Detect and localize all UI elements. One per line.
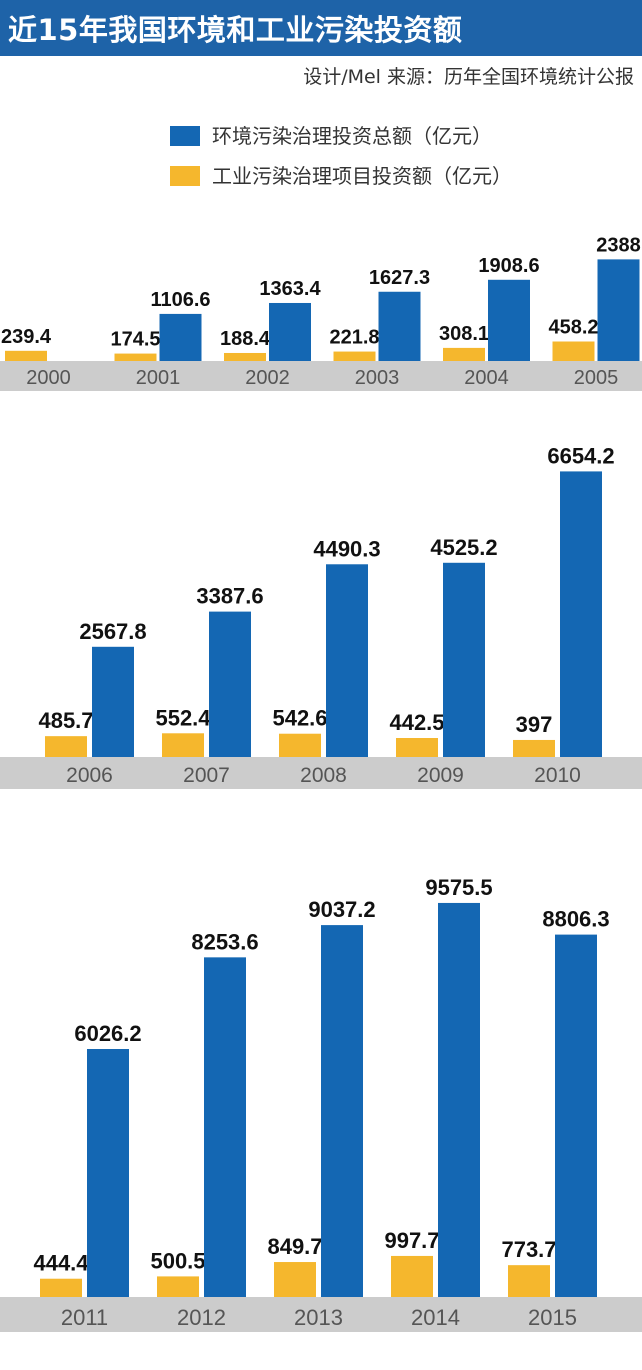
bar-industrial-2015 <box>508 1265 550 1297</box>
value-label-industrial-2015: 773.7 <box>501 1237 556 1262</box>
category-label-2007: 2007 <box>183 764 230 787</box>
bar-total-2012 <box>204 957 246 1297</box>
category-label-2009: 2009 <box>417 764 464 787</box>
bar-total-2005 <box>597 259 640 361</box>
bar-industrial-2014 <box>391 1255 433 1297</box>
bar-industrial-2000 <box>5 350 47 361</box>
bar-industrial-2002 <box>224 352 266 361</box>
value-label-industrial-2004: 308.1 <box>439 323 489 345</box>
value-label-total-2010: 6654.2 <box>547 443 614 468</box>
bar-industrial-2013 <box>274 1262 316 1297</box>
value-label-industrial-2007: 552.4 <box>155 705 211 730</box>
chart-panel-2000-2005: 239.4 2000 174.5 1106.6 2001 188.4 1363.4 2002 2… <box>0 234 642 391</box>
value-label-total-2015: 8806.3 <box>542 907 609 932</box>
title-bar: 近15年我国环境和工业污染投资额 <box>0 0 642 56</box>
bar-industrial-2011 <box>40 1278 82 1297</box>
bar-total-2001 <box>159 313 202 361</box>
value-label-total-2011: 6026.2 <box>74 1021 141 1046</box>
legend-label-total: 环境污染治理投资总额（亿元） <box>212 124 492 148</box>
value-label-industrial-2010: 397 <box>516 712 553 737</box>
bar-total-2015 <box>555 934 597 1297</box>
value-label-industrial-2008: 542.6 <box>272 706 327 731</box>
value-label-total-2002: 1363.4 <box>259 278 321 300</box>
legend-swatch-total <box>170 126 200 146</box>
bar-industrial-2012 <box>157 1276 199 1297</box>
category-label-2005: 2005 <box>574 367 619 389</box>
bar-total-2002 <box>269 302 311 361</box>
category-label-2011: 2011 <box>61 1305 108 1330</box>
category-label-2003: 2003 <box>355 367 400 389</box>
bar-total-2007 <box>209 611 251 757</box>
bar-total-2013 <box>321 925 363 1297</box>
value-label-total-2007: 3387.6 <box>196 584 263 609</box>
chart-title: 近15年我国环境和工业污染投资额 <box>8 13 463 47</box>
bar-total-2004 <box>488 279 530 361</box>
chart-panel-2006-2010: 485.7 2567.8 2006 552.4 3387.6 2007 542.6 4490.… <box>0 443 642 789</box>
value-label-industrial-2011: 444.4 <box>33 1251 89 1276</box>
value-label-industrial-2012: 500.5 <box>150 1248 205 1273</box>
legend-swatch-industrial <box>170 166 200 186</box>
bar-total-2014 <box>438 902 480 1297</box>
chart-panel-2011-2015: 444.4 6026.2 2011 500.5 8253.6 2012 849.7 9037.… <box>0 875 642 1332</box>
bar-total-2010 <box>560 471 602 757</box>
value-label-total-2004: 1908.6 <box>478 255 539 277</box>
value-label-total-2014: 9575.5 <box>425 875 492 900</box>
value-label-total-2012: 8253.6 <box>191 929 258 954</box>
value-label-industrial-2006: 485.7 <box>38 708 93 733</box>
value-label-industrial-2013: 849.7 <box>267 1234 322 1259</box>
value-label-total-2003: 1627.3 <box>369 267 430 289</box>
value-label-industrial-2002: 188.4 <box>220 328 271 350</box>
value-label-total-2006: 2567.8 <box>79 619 146 644</box>
bar-total-2011 <box>87 1049 129 1297</box>
bar-industrial-2009 <box>396 738 438 757</box>
category-label-2015: 2015 <box>528 1305 577 1330</box>
bar-total-2003 <box>378 291 421 361</box>
value-label-industrial-2003: 221.8 <box>329 327 379 349</box>
category-label-2001: 2001 <box>136 367 181 389</box>
value-label-total-2008: 4490.3 <box>313 536 380 561</box>
value-label-industrial-2014: 997.7 <box>384 1228 439 1253</box>
bar-industrial-2006 <box>45 736 87 757</box>
bar-industrial-2001 <box>114 353 157 361</box>
bar-industrial-2010 <box>513 739 555 757</box>
value-label-total-2009: 4525.2 <box>430 535 497 560</box>
axis-band <box>0 1297 642 1332</box>
source-credit: 设计/Mel 来源：历年全国环境统计公报 <box>303 66 634 88</box>
category-label-2004: 2004 <box>464 367 509 389</box>
value-label-industrial-2005: 458.2 <box>548 317 598 339</box>
legend-label-industrial: 工业污染治理项目投资额（亿元） <box>212 164 512 188</box>
value-label-total-2005: 2388 <box>596 234 641 256</box>
bar-total-2008 <box>326 564 368 757</box>
bar-industrial-2007 <box>162 733 204 757</box>
value-label-total-2013: 9037.2 <box>308 897 375 922</box>
bar-industrial-2003 <box>333 351 376 361</box>
bar-total-2006 <box>92 646 134 757</box>
value-label-industrial-2001: 174.5 <box>110 329 160 351</box>
bar-industrial-2008 <box>279 733 321 757</box>
category-label-2002: 2002 <box>245 367 290 389</box>
category-label-2000: 2000 <box>26 367 71 389</box>
category-label-2010: 2010 <box>534 764 581 787</box>
category-label-2014: 2014 <box>411 1305 460 1330</box>
value-label-industrial-2009: 442.5 <box>389 710 444 735</box>
axis-band <box>0 757 642 789</box>
category-label-2008: 2008 <box>300 764 347 787</box>
value-label-total-2001: 1106.6 <box>150 289 210 311</box>
category-label-2006: 2006 <box>66 764 113 787</box>
bar-total-2009 <box>443 562 485 757</box>
category-label-2013: 2013 <box>294 1305 343 1330</box>
bar-industrial-2004 <box>443 347 485 361</box>
axis-band <box>0 361 642 391</box>
bar-industrial-2005 <box>552 341 595 361</box>
value-label-industrial-2000: 239.4 <box>1 326 52 348</box>
category-label-2012: 2012 <box>177 1305 226 1330</box>
